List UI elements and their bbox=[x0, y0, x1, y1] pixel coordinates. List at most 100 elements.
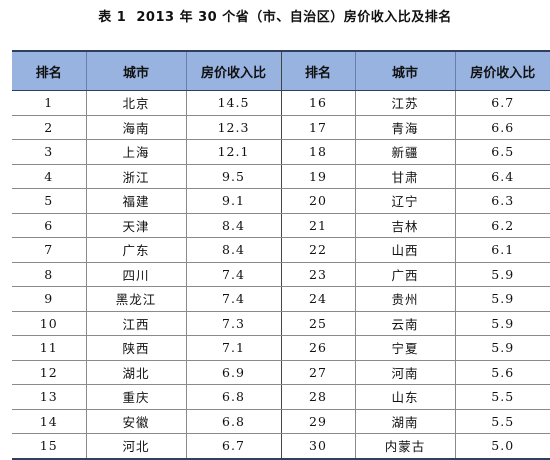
cell-ratio: 6.6 bbox=[454, 115, 550, 140]
cell-ratio: 6.2 bbox=[454, 213, 550, 238]
table-row: 15 河北 6.7 30 内蒙古 5.0 bbox=[12, 433, 550, 460]
cell-rank: 13 bbox=[12, 384, 86, 410]
cell-rank: 14 bbox=[12, 409, 86, 434]
table-row: 6 天津 8.4 21 吉林 6.2 bbox=[12, 213, 550, 238]
cell-rank: 6 bbox=[12, 213, 86, 238]
cell-city: 山西 bbox=[354, 237, 455, 263]
cell-ratio: 6.3 bbox=[454, 188, 550, 214]
cell-rank: 7 bbox=[12, 237, 86, 263]
cell-ratio: 7.4 bbox=[185, 286, 281, 312]
cell-city: 吉林 bbox=[354, 213, 455, 238]
cell-rank: 27 bbox=[280, 360, 355, 385]
cell-rank: 8 bbox=[12, 262, 86, 287]
header-ratio-left: 房价收入比 bbox=[185, 50, 281, 91]
cell-rank: 4 bbox=[12, 164, 86, 189]
cell-rank: 29 bbox=[280, 409, 355, 434]
cell-rank: 12 bbox=[12, 360, 86, 385]
cell-ratio: 6.7 bbox=[185, 433, 281, 460]
cell-ratio: 12.1 bbox=[185, 139, 281, 165]
table-row: 1 北京 14.5 16 江苏 6.7 bbox=[12, 90, 550, 116]
table-body: 1 北京 14.5 16 江苏 6.7 2 海南 12.3 17 青海 6.6 3 上海 12.1 18 新疆 6… bbox=[12, 90, 550, 460]
table-row: 3 上海 12.1 18 新疆 6.5 bbox=[12, 139, 550, 165]
cell-ratio: 6.9 bbox=[185, 360, 281, 385]
cell-ratio: 5.5 bbox=[454, 409, 550, 434]
cell-ratio: 5.9 bbox=[454, 311, 550, 336]
cell-city: 宁夏 bbox=[354, 335, 455, 361]
cell-city: 重庆 bbox=[85, 384, 186, 410]
table-header-row: 排名 城市 房价收入比 排名 城市 房价收入比 bbox=[12, 50, 550, 91]
cell-rank: 11 bbox=[12, 335, 86, 361]
cell-city: 天津 bbox=[85, 213, 186, 238]
header-rank-left: 排名 bbox=[12, 50, 86, 91]
cell-rank: 24 bbox=[280, 286, 355, 312]
cell-rank: 20 bbox=[280, 188, 355, 214]
cell-ratio: 5.5 bbox=[454, 384, 550, 410]
cell-ratio: 6.1 bbox=[454, 237, 550, 263]
cell-rank: 1 bbox=[12, 90, 86, 116]
cell-ratio: 9.1 bbox=[185, 188, 281, 214]
cell-ratio: 7.1 bbox=[185, 335, 281, 361]
cell-ratio: 6.4 bbox=[454, 164, 550, 189]
cell-rank: 3 bbox=[12, 139, 86, 165]
cell-city: 河北 bbox=[85, 433, 186, 460]
cell-ratio: 8.4 bbox=[185, 213, 281, 238]
table-row: 12 湖北 6.9 27 河南 5.6 bbox=[12, 360, 550, 385]
cell-city: 广东 bbox=[85, 237, 186, 263]
cell-city: 贵州 bbox=[354, 286, 455, 312]
cell-rank: 18 bbox=[280, 139, 355, 165]
cell-rank: 17 bbox=[280, 115, 355, 140]
cell-rank: 21 bbox=[280, 213, 355, 238]
cell-rank: 25 bbox=[280, 311, 355, 336]
cell-ratio: 5.9 bbox=[454, 335, 550, 361]
cell-ratio: 5.9 bbox=[454, 262, 550, 287]
cell-city: 江西 bbox=[85, 311, 186, 336]
cell-ratio: 7.3 bbox=[185, 311, 281, 336]
ratio-ranking-table: 排名 城市 房价收入比 排名 城市 房价收入比 1 北京 14.5 16 江苏 6.7 2 海… bbox=[12, 50, 550, 460]
table-caption-label: 表 1 bbox=[98, 10, 127, 25]
cell-city: 江苏 bbox=[354, 90, 455, 116]
header-city-left: 城市 bbox=[85, 50, 186, 91]
table-row: 10 江西 7.3 25 云南 5.9 bbox=[12, 311, 550, 336]
cell-ratio: 6.8 bbox=[185, 384, 281, 410]
cell-city: 青海 bbox=[354, 115, 455, 140]
cell-ratio: 9.5 bbox=[185, 164, 281, 189]
cell-rank: 16 bbox=[280, 90, 355, 116]
cell-rank: 23 bbox=[280, 262, 355, 287]
cell-ratio: 8.4 bbox=[185, 237, 281, 263]
cell-rank: 26 bbox=[280, 335, 355, 361]
cell-rank: 28 bbox=[280, 384, 355, 410]
cell-city: 安徽 bbox=[85, 409, 186, 434]
cell-city: 湖北 bbox=[85, 360, 186, 385]
cell-rank: 22 bbox=[280, 237, 355, 263]
cell-city: 福建 bbox=[85, 188, 186, 214]
cell-city: 内蒙古 bbox=[354, 433, 455, 460]
cell-city: 湖南 bbox=[354, 409, 455, 434]
cell-city: 四川 bbox=[85, 262, 186, 287]
table-caption-title: 2013 年 30 个省（市、自治区）房价收入比及排名 bbox=[136, 10, 452, 25]
table-row: 13 重庆 6.8 28 山东 5.5 bbox=[12, 384, 550, 410]
cell-ratio: 6.7 bbox=[454, 90, 550, 116]
cell-rank: 15 bbox=[12, 433, 86, 460]
cell-ratio: 7.4 bbox=[185, 262, 281, 287]
cell-city: 山东 bbox=[354, 384, 455, 410]
header-ratio-right: 房价收入比 bbox=[454, 50, 550, 91]
header-city-right: 城市 bbox=[354, 50, 455, 91]
cell-city: 黑龙江 bbox=[85, 286, 186, 312]
cell-ratio: 12.3 bbox=[185, 115, 281, 140]
cell-rank: 5 bbox=[12, 188, 86, 214]
cell-city: 海南 bbox=[85, 115, 186, 140]
cell-city: 辽宁 bbox=[354, 188, 455, 214]
cell-ratio: 5.0 bbox=[454, 433, 550, 460]
cell-rank: 9 bbox=[12, 286, 86, 312]
cell-city: 浙江 bbox=[85, 164, 186, 189]
table-row: 7 广东 8.4 22 山西 6.1 bbox=[12, 237, 550, 263]
cell-rank: 10 bbox=[12, 311, 86, 336]
cell-ratio: 5.6 bbox=[454, 360, 550, 385]
cell-city: 广西 bbox=[354, 262, 455, 287]
header-rank-right: 排名 bbox=[280, 50, 355, 91]
table-row: 2 海南 12.3 17 青海 6.6 bbox=[12, 115, 550, 140]
cell-city: 陕西 bbox=[85, 335, 186, 361]
cell-ratio: 14.5 bbox=[185, 90, 281, 116]
table-row: 14 安徽 6.8 29 湖南 5.5 bbox=[12, 409, 550, 434]
cell-city: 上海 bbox=[85, 139, 186, 165]
